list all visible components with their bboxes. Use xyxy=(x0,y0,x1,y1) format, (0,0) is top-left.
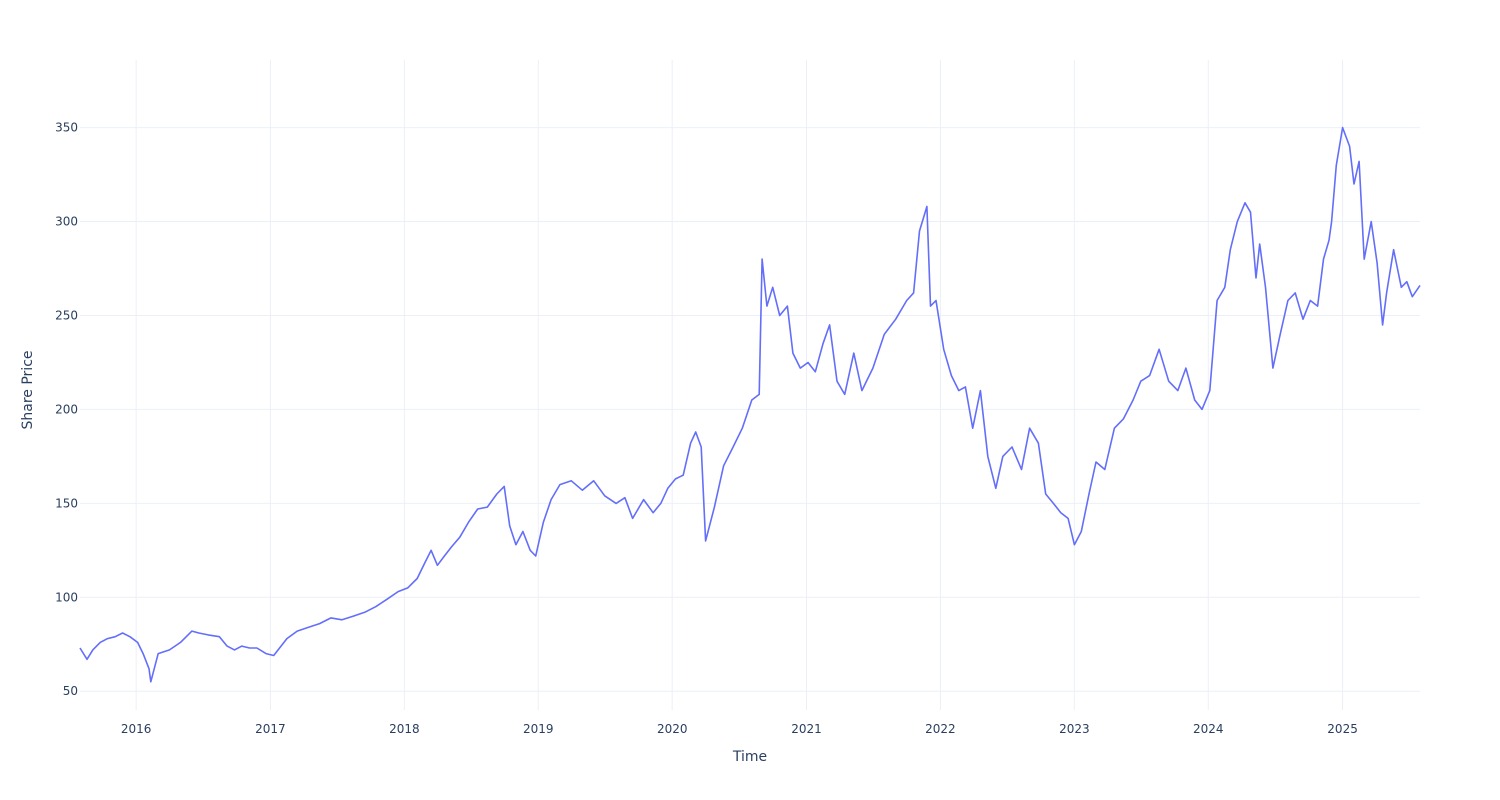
grid-lines xyxy=(80,60,1420,710)
y-tick-label: 350 xyxy=(55,121,78,135)
x-tick-label: 2018 xyxy=(389,722,420,736)
x-tick-label: 2019 xyxy=(523,722,554,736)
y-tick-label: 150 xyxy=(55,496,78,510)
x-tick-label: 2023 xyxy=(1059,722,1090,736)
x-axis-title: Time xyxy=(732,749,767,765)
y-tick-label: 100 xyxy=(55,590,78,604)
x-axis-ticks: 2016 2017 2018 2019 2020 2021 2022 2023 2024 2025 xyxy=(121,722,1358,736)
x-tick-label: 2016 xyxy=(121,722,152,736)
y-tick-label: 300 xyxy=(55,215,78,229)
x-tick-label: 2024 xyxy=(1193,722,1224,736)
y-tick-label: 250 xyxy=(55,308,78,322)
series-layer xyxy=(79,126,1421,683)
y-tick-label: 200 xyxy=(55,402,78,416)
share-price-line xyxy=(79,126,1421,683)
x-tick-label: 2022 xyxy=(925,722,956,736)
x-tick-label: 2021 xyxy=(791,722,822,736)
x-tick-label: 2025 xyxy=(1327,722,1358,736)
y-axis-ticks: 50 100 150 200 250 300 350 xyxy=(55,121,78,699)
x-tick-label: 2020 xyxy=(657,722,688,736)
y-tick-label: 50 xyxy=(63,684,78,698)
x-tick-label: 2017 xyxy=(255,722,286,736)
y-axis-title: Share Price xyxy=(20,350,36,429)
